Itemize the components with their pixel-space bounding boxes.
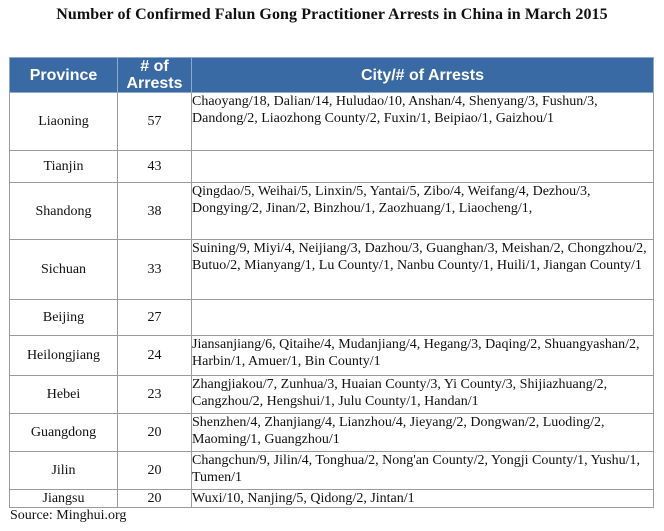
table-row: Heilongjiang 24 Jiansanjiang/6, Qitaihe/… — [9, 335, 654, 376]
province-cell: Shandong — [9, 182, 118, 240]
cities-cell: Changchun/9, Jilin/4, Tonghua/2, Nong'an… — [191, 451, 654, 490]
arrests-table: Province # of Arrests City/# of Arrests … — [9, 57, 654, 508]
cities-cell: Chaoyang/18, Dalian/14, Huludao/10, Ansh… — [191, 92, 654, 151]
arrests-cell: 38 — [117, 182, 192, 240]
cities-cell — [191, 150, 654, 183]
page-title: Number of Confirmed Falun Gong Practitio… — [56, 6, 608, 23]
province-cell: Beijing — [9, 299, 118, 336]
cities-cell: Zhangjiakou/7, Zunhua/3, Huaian County/3… — [191, 375, 654, 414]
arrests-cell: 20 — [117, 451, 192, 490]
cities-cell: Wuxi/10, Nanjing/5, Qidong/2, Jintan/1 — [191, 489, 654, 508]
table-row: Hebei 23 Zhangjiakou/7, Zunhua/3, Huaian… — [9, 375, 654, 414]
arrests-cell: 24 — [117, 335, 192, 376]
province-cell: Guangdong — [9, 413, 118, 452]
table-row: Shandong 38 Qingdao/5, Weihai/5, Linxin/… — [9, 182, 654, 240]
province-cell: Liaoning — [9, 92, 118, 151]
cities-cell: Jiansanjiang/6, Qitaihe/4, Mudanjiang/4,… — [191, 335, 654, 376]
arrests-cell: 57 — [117, 92, 192, 151]
table-header-row: Province # of Arrests City/# of Arrests — [9, 57, 654, 93]
header-province: Province — [9, 57, 118, 93]
table-row: Jilin 20 Changchun/9, Jilin/4, Tonghua/2… — [9, 451, 654, 490]
cities-cell: Shenzhen/4, Zhanjiang/4, Lianzhou/4, Jie… — [191, 413, 654, 452]
province-cell: Jilin — [9, 451, 118, 490]
arrests-cell: 43 — [117, 150, 192, 183]
arrests-cell: 20 — [117, 413, 192, 452]
table-row: Sichuan 33 Suining/9, Miyi/4, Neijiang/3… — [9, 239, 654, 300]
arrests-cell: 27 — [117, 299, 192, 336]
province-cell: Jiangsu — [9, 489, 118, 508]
province-cell: Heilongjiang — [9, 335, 118, 376]
source-note: Source: Minghui.org — [10, 508, 127, 523]
table-row: Guangdong 20 Shenzhen/4, Zhanjiang/4, Li… — [9, 413, 654, 452]
table-row: Jiangsu 20 Wuxi/10, Nanjing/5, Qidong/2,… — [9, 489, 654, 508]
province-cell: Tianjin — [9, 150, 118, 183]
header-arrests: # of Arrests — [117, 57, 192, 93]
arrests-cell: 23 — [117, 375, 192, 414]
table-row: Tianjin 43 — [9, 150, 654, 183]
arrests-cell: 33 — [117, 239, 192, 300]
table-row: Liaoning 57 Chaoyang/18, Dalian/14, Hulu… — [9, 92, 654, 151]
cities-cell: Qingdao/5, Weihai/5, Linxin/5, Yantai/5,… — [191, 182, 654, 240]
table-row: Beijing 27 — [9, 299, 654, 336]
arrests-cell: 20 — [117, 489, 192, 508]
province-cell: Hebei — [9, 375, 118, 414]
header-cities: City/# of Arrests — [191, 57, 654, 93]
province-cell: Sichuan — [9, 239, 118, 300]
cities-cell: Suining/9, Miyi/4, Neijiang/3, Dazhou/3,… — [191, 239, 654, 300]
cities-cell — [191, 299, 654, 336]
